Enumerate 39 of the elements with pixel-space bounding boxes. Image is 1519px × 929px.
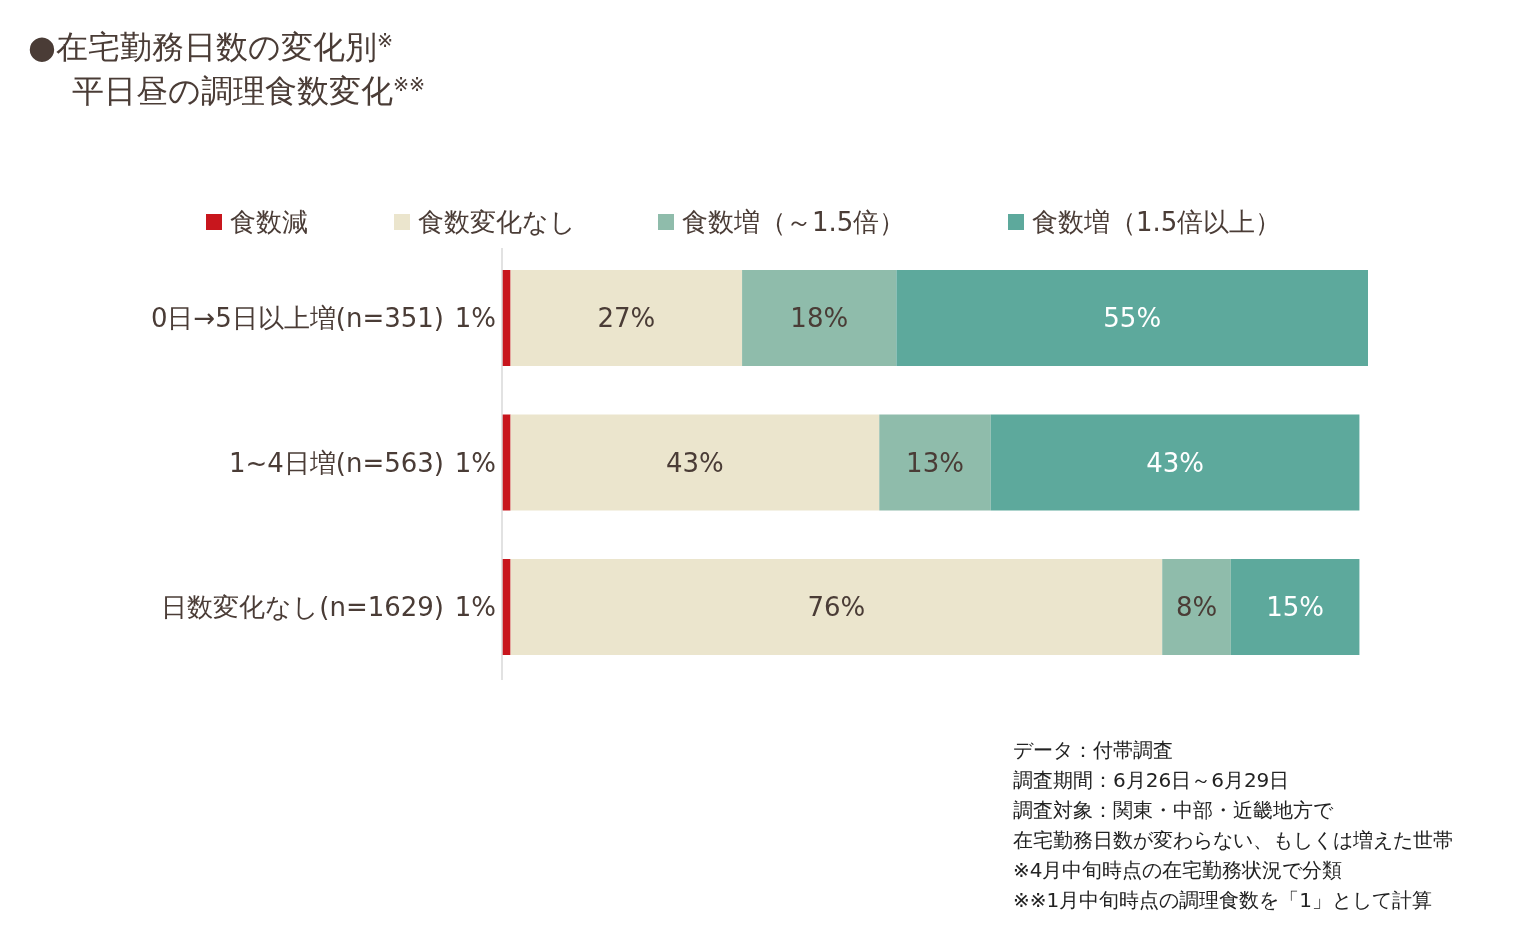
text: 在宅勤務日数が変わらない、もしくは増えた世帯 — [1013, 828, 1453, 852]
legend-label: 食数増（1.5倍以上） — [1032, 207, 1282, 238]
data-label: 27% — [597, 303, 656, 334]
text: ※※1月中旬時点の調理食数を「1」として計算 — [1013, 888, 1432, 912]
data-label: 1% — [454, 592, 496, 623]
text: ●在宅勤務日数の変化別$^{※}$ — [28, 28, 393, 66]
text: 調査期間：6月26日～6月29日 — [1013, 768, 1290, 792]
y-tick-label: 日数変化なし(n=1629) — [161, 592, 444, 623]
data-label: 13% — [906, 447, 964, 478]
legend-label: 食数変化なし — [418, 207, 576, 238]
y-tick-label: 0日→5日以上増(n=351) — [150, 303, 444, 334]
bar — [510, 270, 743, 366]
text: ※4月中旬時点の在宅勤務状況で分類 — [1013, 858, 1343, 882]
data-label: 18% — [790, 303, 849, 334]
bar — [1230, 559, 1360, 655]
bar — [896, 270, 1368, 366]
y-tick-label: 1~4日増(n=563) — [228, 447, 444, 478]
text: データ：付帯調査 — [1013, 738, 1173, 762]
bar — [510, 414, 880, 511]
data-label: 8% — [1175, 592, 1218, 623]
data-label: 15% — [1266, 592, 1325, 623]
legend-label: 食数増（～1.5倍） — [682, 207, 906, 238]
data-label: 1% — [454, 303, 496, 334]
bar — [502, 559, 511, 655]
bar — [742, 270, 897, 366]
bar — [879, 414, 991, 511]
text: 調査対象：関東・中部・近畿地方で — [1013, 798, 1334, 822]
bar — [510, 559, 1163, 655]
bar — [1162, 559, 1231, 655]
legend-label: 食数減 — [230, 207, 308, 238]
data-label: 1% — [454, 447, 496, 478]
data-label: 43% — [666, 447, 724, 478]
bar — [990, 414, 1360, 511]
bar — [502, 414, 511, 511]
bar — [502, 270, 511, 366]
data-label: 55% — [1103, 303, 1162, 334]
data-label: 76% — [807, 592, 866, 623]
chart-subtitle: 平日昼の調理食数変化$^{※※}$ — [72, 72, 426, 110]
data-label: 43% — [1146, 447, 1204, 478]
